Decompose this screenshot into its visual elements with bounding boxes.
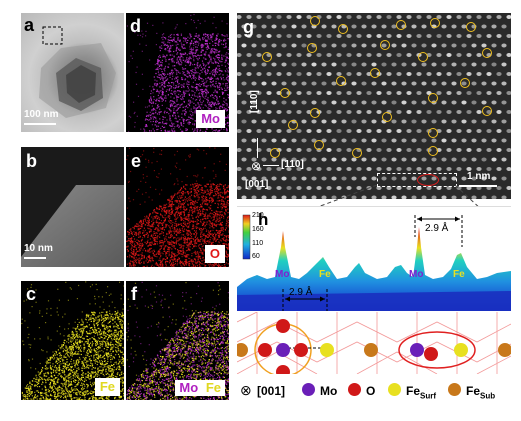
- panel-g-direction-110: [110]: [249, 90, 260, 113]
- panel-g-dashed-box: [377, 173, 457, 187]
- peak-label-mo-1: Mo: [275, 269, 290, 280]
- panel-g-red-ellipse: [417, 174, 439, 186]
- spacing-label-bottom: 2.9 Å: [289, 287, 313, 298]
- panel-b-scale-text: 10 nm: [24, 243, 53, 254]
- panel-f-label: f: [131, 284, 137, 304]
- legend-fe-surf-sub: Surf: [420, 391, 437, 401]
- panel-b-label: b: [26, 151, 37, 171]
- colorbar-tick-210: 210: [252, 212, 264, 219]
- panel-a-tem-image: a 100 nm: [21, 13, 124, 132]
- legend-marker-fe-sub: [448, 383, 461, 396]
- panel-d-element-tag: Mo: [196, 110, 225, 128]
- legend-marker-mo: [302, 383, 315, 396]
- panel-c-label: c: [26, 284, 37, 304]
- legend: ⊗ [001] Mo O FeSurf FeSub: [240, 378, 510, 402]
- zone-axis-symbol-g: ⊗: [251, 159, 262, 173]
- panel-f-fe-text: Fe: [205, 380, 221, 395]
- legend-zone-axis-text: [001]: [257, 384, 286, 398]
- panel-g-atomic-image: g [110] ⊗ [̄110] [001] 1 nm: [237, 13, 511, 199]
- colorbar-tick-110: 110: [252, 240, 264, 247]
- legend-text-mo: Mo: [320, 384, 338, 398]
- legend-marker-fe-surf: [388, 383, 401, 396]
- panel-f-element-tag: Mo Fe: [175, 380, 225, 396]
- colorbar-tick-160: 160: [252, 226, 264, 233]
- legend-text-fe-sub: FeSub: [466, 384, 495, 400]
- panel-h-label: h: [258, 210, 269, 229]
- panel-f-overlay-map: f Mo Fe: [126, 281, 229, 400]
- panel-a-scale-bar: [24, 123, 56, 125]
- panel-g-direction-arrow-vertical: [257, 138, 258, 158]
- panel-a-scale-text: 100 nm: [24, 109, 59, 120]
- panel-g-direction-001: [001]: [245, 179, 269, 190]
- peak-label-mo-2: Mo: [409, 269, 424, 280]
- panel-a-label: a: [24, 15, 35, 35]
- spacing-label-top: 2.9 Å: [425, 223, 449, 234]
- panel-g-scale-text: 1 nm: [467, 171, 491, 182]
- panel-g-direction-arrow-horizontal: [263, 165, 279, 166]
- legend-marker-o: [348, 383, 361, 396]
- legend-fe-sub-sub: Sub: [480, 391, 496, 401]
- panel-f-mo-text: Mo: [179, 380, 199, 395]
- panel-e-label: e: [131, 151, 142, 171]
- panel-g-direction-1bar10: [̄110]: [281, 159, 304, 170]
- panel-e-o-map: e O: [126, 147, 229, 267]
- legend-text-o: O: [366, 384, 376, 398]
- structure-model: [237, 312, 511, 374]
- panel-c-element-tag: Fe: [94, 378, 120, 396]
- peak-label-fe-2: Fe: [453, 269, 465, 280]
- colorbar-tick-60: 60: [252, 253, 260, 260]
- panel-h-intensity-profile: h 210 160 110 60 2.9 Å 2.9 Å Mo Fe Mo Fe: [237, 206, 511, 311]
- panel-d-label: d: [130, 16, 141, 36]
- peak-label-fe-1: Fe: [319, 269, 331, 280]
- panel-e-element-tag: O: [204, 245, 225, 263]
- panel-c-fe-map: c Fe: [21, 281, 124, 400]
- panel-b-haadf-image: b 10 nm: [21, 147, 124, 267]
- panel-d-mo-map: d Mo: [126, 13, 229, 132]
- zone-axis-symbol: ⊗: [240, 382, 252, 398]
- panel-g-scale-bar: [459, 185, 497, 187]
- panel-g-label: g: [243, 17, 254, 37]
- panel-b-scale-bar: [24, 257, 46, 259]
- legend-fe-sub-main: Fe: [466, 384, 481, 398]
- legend-text-fe-surf: FeSurf: [406, 384, 436, 400]
- legend-fe-surf-main: Fe: [406, 384, 421, 398]
